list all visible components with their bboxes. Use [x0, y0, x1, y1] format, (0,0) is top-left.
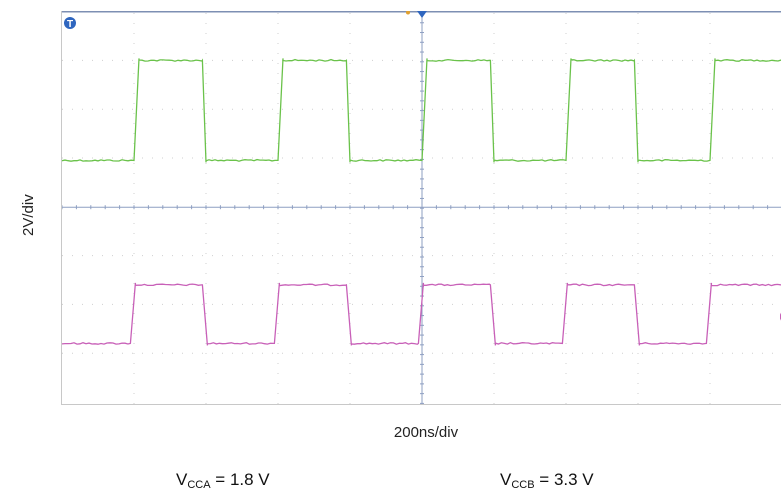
vcca-label: VCCA = 1.8 V [176, 470, 270, 491]
x-axis-label: 200ns/div [393, 424, 459, 441]
waveform-trace-2 [62, 282, 781, 346]
time-marker-icon [406, 11, 410, 15]
trigger-marker-icon [64, 17, 76, 29]
y-axis-label: 2V/div [20, 194, 37, 236]
trigger-position-icon [417, 11, 427, 18]
waveform-trace-1 [62, 58, 781, 163]
scope-screen: T [61, 11, 781, 405]
vccb-label: VCCB = 3.3 V [500, 470, 594, 491]
trigger-marker-label: T [67, 19, 73, 30]
scope-plot: T [62, 11, 781, 404]
